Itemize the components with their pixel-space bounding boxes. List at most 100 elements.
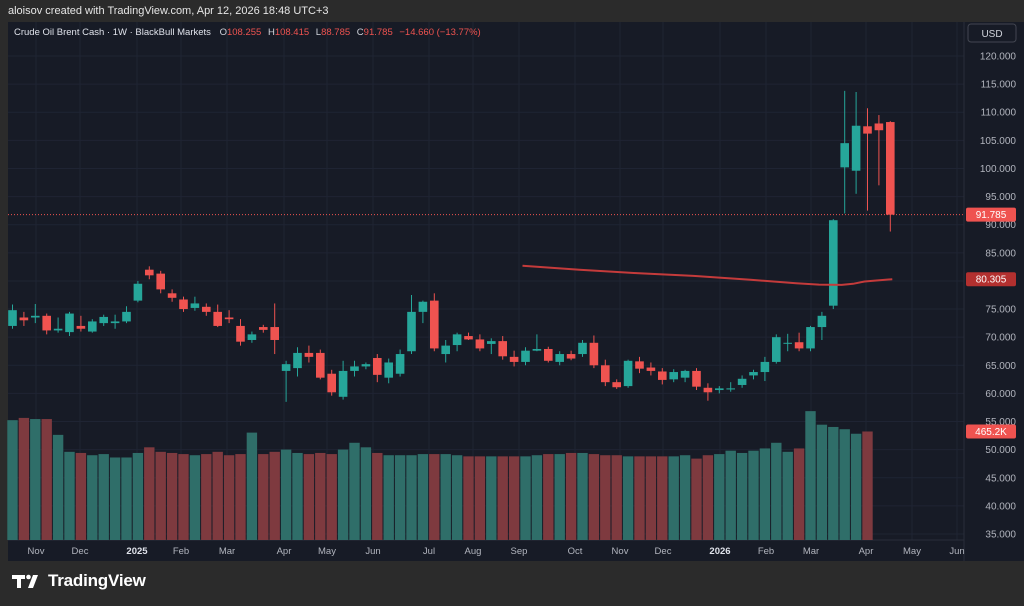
volume-bar bbox=[497, 456, 508, 540]
volume-bar bbox=[543, 454, 554, 540]
volume-bar bbox=[759, 448, 771, 540]
candle-body bbox=[316, 352, 325, 378]
candle-body bbox=[601, 365, 610, 383]
candle bbox=[794, 332, 804, 352]
candle-body bbox=[281, 364, 291, 371]
candle bbox=[589, 335, 599, 369]
candle bbox=[487, 338, 496, 355]
legend-close-value: 91.785 bbox=[364, 27, 393, 38]
candle bbox=[247, 331, 257, 343]
candle-body bbox=[646, 367, 656, 371]
volume-bar bbox=[645, 456, 657, 540]
volume-bar bbox=[64, 451, 75, 540]
candle bbox=[99, 314, 108, 326]
volume-bar bbox=[508, 456, 520, 540]
y-tick-label: 35.000 bbox=[985, 530, 1016, 541]
candle-body bbox=[293, 352, 302, 369]
volume-bar bbox=[474, 456, 486, 540]
candle bbox=[350, 360, 359, 377]
candle bbox=[236, 319, 245, 346]
volume-bar bbox=[771, 442, 782, 540]
x-tick-label: May bbox=[903, 546, 921, 557]
volume-bar bbox=[132, 452, 144, 540]
candle-body bbox=[270, 327, 279, 340]
candle-body bbox=[726, 388, 735, 390]
candle bbox=[806, 325, 815, 352]
volume-bar bbox=[41, 419, 52, 540]
candle-body bbox=[65, 313, 74, 333]
candle-body bbox=[886, 122, 895, 215]
volume-bar bbox=[600, 455, 611, 540]
price-badge-text: 91.785 bbox=[976, 210, 1007, 221]
candle bbox=[110, 314, 120, 329]
price-badge: 91.785 bbox=[966, 207, 1016, 222]
volume-bar bbox=[166, 452, 178, 540]
volume-bar bbox=[223, 455, 235, 540]
candle bbox=[840, 90, 849, 214]
y-tick-label: 70.000 bbox=[985, 333, 1016, 344]
volume-bar bbox=[417, 454, 429, 540]
candle-body bbox=[464, 336, 473, 340]
candle bbox=[407, 295, 416, 355]
candle-body bbox=[213, 311, 222, 326]
candle bbox=[373, 354, 382, 383]
y-tick-label: 75.000 bbox=[985, 305, 1016, 316]
volume-bar bbox=[109, 457, 121, 540]
candle bbox=[259, 324, 268, 333]
volume-bar bbox=[565, 452, 577, 540]
volume-bar bbox=[611, 455, 622, 540]
volume-bar bbox=[383, 455, 394, 540]
candle bbox=[703, 383, 713, 401]
volume-bar bbox=[246, 432, 258, 540]
candle-body bbox=[635, 361, 644, 369]
candle bbox=[190, 296, 200, 311]
legend-high-value: 108.415 bbox=[275, 27, 309, 38]
volume-bar bbox=[315, 452, 326, 540]
candle bbox=[361, 362, 371, 370]
candle-body bbox=[623, 360, 633, 387]
candle bbox=[327, 369, 336, 396]
x-tick-labels: Nov Dec 2025 Feb Mar Apr May Jun Jul Aug Sep Oct Nov… bbox=[28, 546, 965, 557]
volume-badge: 465.2K bbox=[966, 424, 1016, 439]
volume-bar bbox=[748, 450, 759, 540]
candle-body bbox=[794, 342, 804, 349]
candle bbox=[669, 369, 678, 383]
candle-body bbox=[190, 303, 200, 308]
volume-bar bbox=[622, 456, 634, 540]
candle-body bbox=[783, 342, 792, 344]
candle-body bbox=[692, 370, 701, 387]
candle-body bbox=[361, 364, 371, 367]
candle bbox=[65, 311, 74, 337]
candle-body bbox=[327, 373, 336, 393]
candle-body bbox=[806, 327, 815, 349]
candle-body bbox=[566, 354, 576, 359]
candle bbox=[578, 339, 587, 357]
y-tick-label: 55.000 bbox=[985, 417, 1016, 428]
currency-button[interactable]: USD bbox=[967, 23, 1017, 43]
candle bbox=[544, 346, 553, 363]
candle-body bbox=[498, 341, 507, 357]
volume-bar bbox=[406, 455, 417, 540]
x-tick-label: Apr bbox=[277, 546, 292, 557]
price-axis[interactable] bbox=[964, 22, 1024, 561]
candle-body bbox=[42, 315, 51, 331]
y-tick-label: 110.000 bbox=[981, 108, 1017, 119]
tradingview-logo-icon bbox=[12, 574, 38, 588]
candle bbox=[886, 121, 895, 232]
tradingview-logo[interactable]: TradingView bbox=[12, 571, 146, 591]
candle bbox=[76, 315, 86, 332]
candle-body bbox=[350, 366, 359, 371]
y-tick-label: 90.000 bbox=[985, 220, 1016, 231]
legend-close-label: C bbox=[357, 27, 364, 38]
candle-body bbox=[669, 372, 678, 380]
candle-body bbox=[829, 220, 838, 306]
candle-body bbox=[202, 306, 211, 312]
candle bbox=[692, 368, 701, 391]
y-tick-label: 95.000 bbox=[985, 192, 1016, 203]
volume-bar bbox=[725, 450, 736, 540]
candle-body bbox=[133, 283, 143, 301]
legend-open-value: 108.255 bbox=[227, 27, 261, 38]
candle bbox=[749, 369, 758, 380]
volume-bar bbox=[52, 434, 64, 540]
